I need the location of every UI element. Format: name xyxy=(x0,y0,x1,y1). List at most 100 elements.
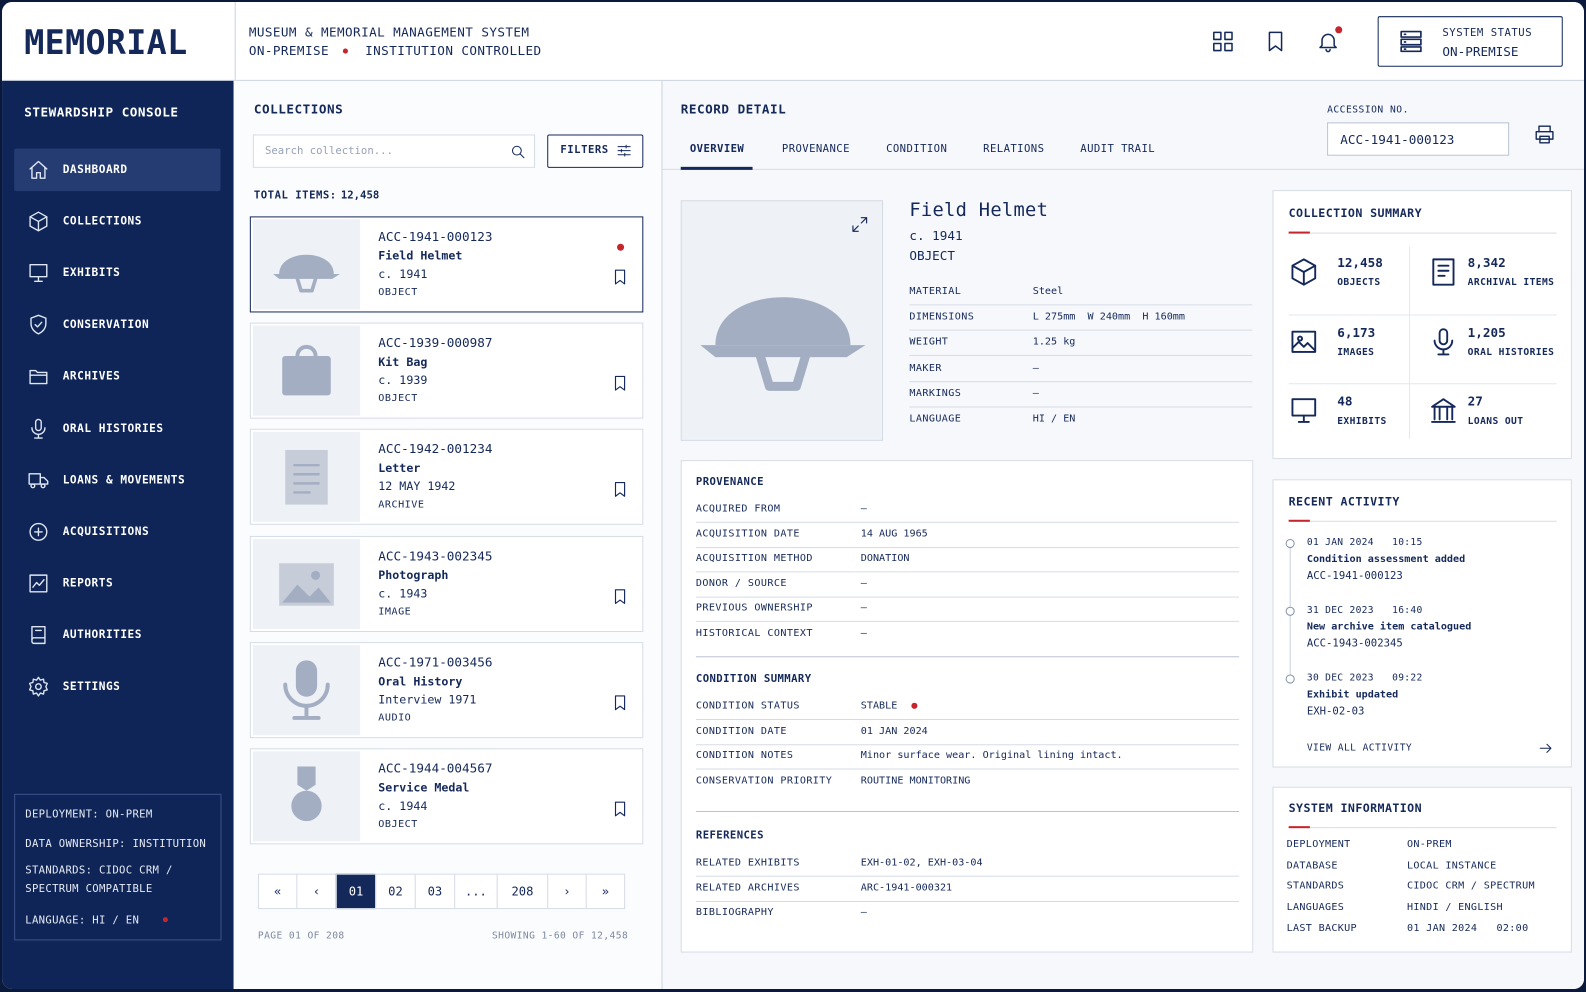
page-button[interactable]: 01 xyxy=(335,873,377,910)
nav-item[interactable]: ARCHIVES xyxy=(14,355,220,397)
page-button[interactable]: › xyxy=(547,873,587,910)
row-value: EXH-01-02, EXH-03-04 xyxy=(860,857,983,869)
activity-text: New archive item catalogued xyxy=(1306,621,1472,633)
tab[interactable]: PROVENANCE xyxy=(772,136,873,170)
sidebar-footer: DEPLOYMENT: ON-PREM DATA OWNERSHIP: INSTI… xyxy=(14,793,222,941)
nav-item[interactable]: ORAL HISTORIES xyxy=(14,407,220,449)
nav-item[interactable]: LOANS & MOVEMENTS xyxy=(14,459,220,501)
footer-line: STANDARDS: CIDOC CRM / SPECTRUM COMPATIB… xyxy=(25,864,173,895)
record-kind: OBJECT xyxy=(909,247,956,264)
nav-icon xyxy=(28,676,48,697)
nav-item[interactable]: COLLECTIONS xyxy=(14,200,220,242)
tab[interactable]: RELATIONS xyxy=(973,136,1074,170)
print-button[interactable] xyxy=(1533,123,1555,145)
divider xyxy=(234,2,236,80)
notifications-button-part xyxy=(1319,33,1337,49)
thumbnail-image xyxy=(283,660,330,720)
stat-value: 6,173 xyxy=(1337,324,1376,340)
nav-icon-part xyxy=(32,578,45,588)
collection-card[interactable]: ACC-1971-003456 Oral History Interview 197… xyxy=(249,641,644,738)
system-status[interactable]: SYSTEM STATUS ON-PREMISE xyxy=(1377,16,1563,67)
nav-item[interactable]: CONSERVATION xyxy=(14,304,220,346)
link-arrow-part xyxy=(1539,743,1552,753)
bookmark-button[interactable] xyxy=(611,268,629,286)
page-button[interactable]: ‹ xyxy=(296,873,337,910)
page-label: ‹ xyxy=(312,884,321,899)
nav-label: ACQUISITIONS xyxy=(62,524,150,538)
bookmark-button[interactable] xyxy=(611,481,629,499)
page-button[interactable]: « xyxy=(257,873,298,910)
bookmark-button[interactable] xyxy=(611,800,629,818)
bookmark-button-part xyxy=(614,588,626,604)
nav-icon-part xyxy=(31,166,46,179)
bookmarks-button[interactable] xyxy=(1263,29,1287,53)
search-input[interactable]: Search collection... xyxy=(252,134,536,168)
tab[interactable]: AUDIT TRAIL xyxy=(1070,136,1171,170)
divider xyxy=(2,79,1585,81)
stat-icon xyxy=(1432,258,1455,286)
accession-field: ACC-1941-000123 xyxy=(1327,122,1510,156)
nav-icon-part xyxy=(29,216,48,232)
row-label: CONDITION STATUS xyxy=(695,700,800,712)
nav-icon xyxy=(30,314,47,335)
notifications-button[interactable] xyxy=(1316,29,1340,53)
stat-icon-part xyxy=(1291,264,1317,286)
divider xyxy=(695,875,1240,877)
divider xyxy=(909,406,1253,408)
filters-label: FILTERS xyxy=(560,144,609,157)
item-date: Interview 1971 xyxy=(378,692,477,707)
stat-icon xyxy=(1431,398,1456,423)
page-label: » xyxy=(601,884,610,899)
summary-card: COLLECTION SUMMARY 12,458 OBJECTS 8,342 ARCH… xyxy=(1272,190,1572,460)
page-button[interactable]: 208 xyxy=(496,873,549,910)
bookmark-button[interactable] xyxy=(611,693,629,711)
accession-value: ACC-1941-000123 xyxy=(1340,131,1455,147)
bookmark-button[interactable] xyxy=(611,587,629,605)
nav-icon xyxy=(29,211,48,232)
page-button[interactable]: 02 xyxy=(375,873,416,910)
item-id: ACC-1944-004567 xyxy=(378,760,493,776)
nav-icon xyxy=(31,418,46,439)
row-value: — xyxy=(860,577,867,590)
collection-card[interactable]: ACC-1942-001234 Letter 12 MAY 1942 ARCHIVE xyxy=(249,429,644,526)
apps-button[interactable] xyxy=(1211,29,1235,53)
divider xyxy=(695,621,1240,623)
collection-card[interactable]: ACC-1943-002345 Photograph c. 1943 IMAGE xyxy=(249,535,644,632)
divider xyxy=(909,355,1253,357)
expand-button[interactable] xyxy=(851,215,869,233)
thumbnail-image-part xyxy=(283,682,330,720)
nav-item[interactable]: EXHIBITS xyxy=(14,252,220,294)
field-value: 1.25 kg xyxy=(1032,336,1076,348)
tab[interactable]: CONDITION xyxy=(876,136,977,170)
collection-card[interactable]: ACC-1941-000123 Field Helmet c. 1941 OBJECT xyxy=(249,216,644,313)
row-label: DONOR / SOURCE xyxy=(695,577,787,590)
stat-label: IMAGES xyxy=(1337,346,1375,358)
filters-button[interactable]: FILTERS xyxy=(547,134,644,168)
print-button-part xyxy=(1539,135,1550,144)
nav-icon-part xyxy=(29,574,48,593)
tab[interactable]: OVERVIEW xyxy=(680,136,781,170)
divider xyxy=(695,718,1240,720)
nav-item[interactable]: SETTINGS xyxy=(14,665,220,707)
stat-value: 48 xyxy=(1337,393,1353,409)
nav-icon-part xyxy=(30,314,47,335)
collection-card[interactable]: ACC-1944-004567 Service Medal c. 1944 OBJEC… xyxy=(249,748,644,845)
page-button[interactable]: » xyxy=(585,873,626,910)
nav-item[interactable]: AUTHORITIES xyxy=(14,614,220,656)
info-label: DATABASE xyxy=(1286,859,1338,872)
nav-item[interactable]: REPORTS xyxy=(14,562,220,604)
collection-card[interactable]: ACC-1939-000987 Kit Bag c. 1939 OBJECT xyxy=(249,322,644,419)
row-label: CONDITION NOTES xyxy=(695,750,794,762)
nav-item[interactable]: ACQUISITIONS xyxy=(14,510,220,552)
view-all-link[interactable]: VIEW ALL ACTIVITY xyxy=(1294,735,1559,761)
page-button[interactable]: ... xyxy=(454,873,498,910)
nav-item[interactable]: DASHBOARD xyxy=(14,148,221,192)
timeline-node xyxy=(1285,606,1295,616)
page-button[interactable]: 03 xyxy=(414,873,456,910)
item-title: Service Medal xyxy=(378,780,470,795)
stat-value: 1,205 xyxy=(1467,324,1506,340)
bookmark-button[interactable] xyxy=(611,374,629,392)
record-image-helmet-part xyxy=(755,351,810,391)
thumbnail-image xyxy=(273,254,340,293)
activity-time: 31 DEC 2023 16:40 xyxy=(1306,604,1423,616)
